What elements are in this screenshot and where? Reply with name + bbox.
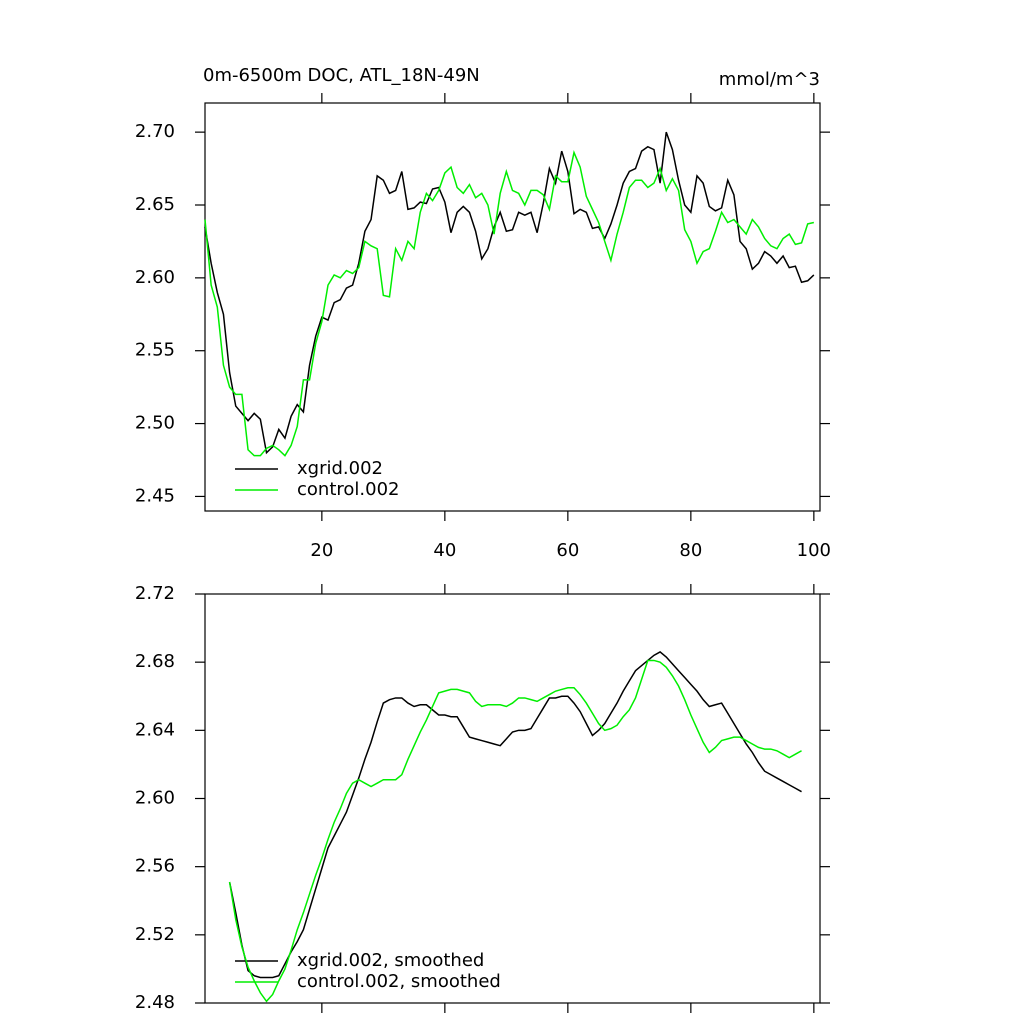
units-label: mmol/m^3 <box>719 69 820 90</box>
x-tick-label: 60 <box>556 540 579 561</box>
y-tick-label: 2.65 <box>135 194 175 215</box>
y-tick-label: 2.68 <box>135 651 175 672</box>
x-tick-label: 40 <box>433 540 456 561</box>
legend-label: control.002, smoothed <box>297 971 501 992</box>
series-line <box>228 659 802 1003</box>
series-line <box>204 150 815 457</box>
y-tick-label: 2.55 <box>135 340 175 361</box>
chart-title: 0m-6500m DOC, ATL_18N-49N <box>203 65 480 86</box>
y-tick-label: 2.72 <box>135 583 175 604</box>
y-tick-label: 2.60 <box>135 788 175 809</box>
x-tick-label: 20 <box>310 540 333 561</box>
legend-label: xgrid.002, smoothed <box>297 950 484 971</box>
series-line <box>204 131 815 455</box>
y-tick-label: 2.70 <box>135 121 175 142</box>
x-tick-label: 80 <box>679 540 702 561</box>
series-line <box>228 651 802 979</box>
x-tick-label: 100 <box>797 540 831 561</box>
y-tick-label: 2.60 <box>135 267 175 288</box>
plot-frame <box>204 102 821 512</box>
legend-label: control.002 <box>297 479 399 500</box>
y-tick-label: 2.56 <box>135 856 175 877</box>
legend-label: xgrid.002 <box>297 458 383 479</box>
y-tick-label: 2.50 <box>135 413 175 434</box>
y-tick-label: 2.52 <box>135 924 175 945</box>
y-tick-label: 2.48 <box>135 992 175 1013</box>
y-tick-label: 2.45 <box>135 485 175 506</box>
y-tick-label: 2.64 <box>135 719 175 740</box>
